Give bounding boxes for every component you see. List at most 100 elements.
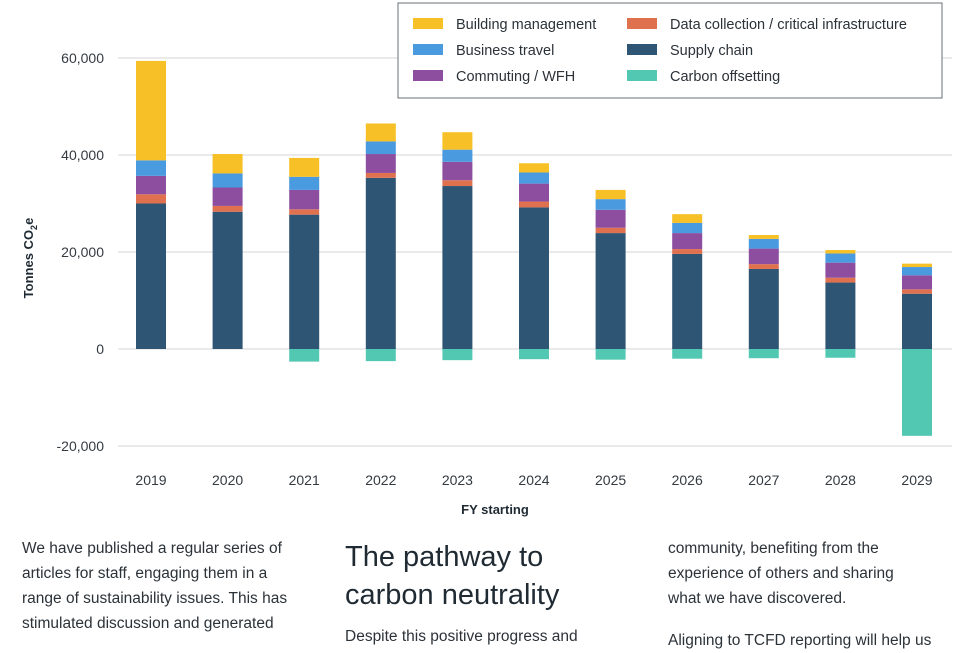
- bar-segment: [748, 238, 779, 249]
- text-line: Aligning to TCFD reporting will help us: [668, 632, 932, 649]
- bar-segment: [289, 189, 320, 210]
- bar-segment: [519, 183, 549, 202]
- col3-next-paragraph: Aligning to TCFD reporting will help us: [668, 628, 960, 653]
- x-tick-label: 2025: [595, 472, 626, 488]
- bar-segment: [289, 176, 320, 190]
- text-line: stimulated discussion and generated: [22, 615, 274, 632]
- text-column-2: The pathway to carbon neutrality Despite …: [345, 538, 645, 649]
- bar-segment: [442, 161, 473, 181]
- bar-segment: [825, 282, 856, 349]
- bar-segment: [136, 175, 166, 195]
- bar-segment: [212, 173, 243, 188]
- legend-swatch: [413, 70, 443, 81]
- bar-segment: [212, 154, 243, 174]
- bar-segment: [136, 160, 166, 176]
- x-axis-title: FY starting: [461, 502, 529, 517]
- bar-segment: [825, 277, 856, 283]
- bar-segment: [289, 349, 320, 362]
- bar-segment: [442, 180, 473, 187]
- y-tick-label: 20,000: [61, 244, 104, 260]
- legend-label: Supply chain: [670, 43, 753, 59]
- bar-segment: [902, 349, 932, 436]
- bar-segment: [672, 253, 703, 349]
- x-tick-label: 2019: [135, 472, 166, 488]
- bar-segment: [136, 203, 166, 349]
- legend-swatch: [627, 70, 657, 81]
- bar-segment: [365, 123, 396, 142]
- bar-segment: [595, 209, 626, 228]
- bar-segment: [442, 149, 473, 162]
- bar-segment: [748, 235, 779, 239]
- bar-segment: [748, 248, 779, 265]
- legend-label: Data collection / critical infrastructur…: [670, 17, 907, 33]
- text-line: experience of others and sharing: [668, 565, 894, 582]
- text-line: range of sustainability issues. This has: [22, 590, 288, 607]
- y-tick-label: 40,000: [61, 147, 104, 163]
- bar-segment: [519, 207, 549, 349]
- bar-segment: [519, 163, 549, 173]
- bar-segment: [902, 293, 932, 349]
- legend: Building management Data collection / cri…: [397, 2, 943, 99]
- bars: [136, 60, 932, 436]
- bar-segment: [595, 349, 626, 360]
- bar-segment: [902, 275, 932, 290]
- bar-segment: [825, 253, 856, 263]
- y-tick-label: -20,000: [57, 438, 105, 454]
- bar-segment: [902, 289, 932, 294]
- text-line: what we have discovered.: [668, 590, 847, 607]
- bar-segment: [902, 263, 932, 268]
- legend-swatch: [413, 18, 443, 29]
- bar-segment: [136, 60, 166, 161]
- bar-segment: [442, 186, 473, 349]
- x-tick-label: 2024: [518, 472, 549, 488]
- bar-segment: [289, 209, 320, 215]
- text-line: community, benefiting from the: [668, 540, 879, 557]
- bar-segment: [672, 249, 703, 254]
- y-axis-title-main: Tonnes CO: [21, 230, 36, 298]
- y-axis-ticks: 60,000 40,000 20,000 0 -20,000: [57, 50, 105, 454]
- bar-segment: [365, 141, 396, 155]
- bar-segment: [365, 349, 396, 362]
- col1-paragraph: We have published a regular series of art…: [22, 536, 322, 636]
- bar-segment: [212, 211, 243, 349]
- y-tick-label: 60,000: [61, 50, 104, 66]
- bar-segment: [748, 268, 779, 349]
- x-tick-label: 2021: [289, 472, 320, 488]
- text-line: We have published a regular series of: [22, 540, 282, 557]
- x-tick-label: 2026: [672, 472, 703, 488]
- text-column-3: community, benefiting from the experience…: [668, 536, 960, 653]
- section-heading: The pathway to carbon neutrality: [345, 538, 645, 614]
- bar-segment: [365, 177, 396, 349]
- bar-segment: [595, 233, 626, 349]
- x-tick-label: 2023: [442, 472, 473, 488]
- x-tick-label: 2022: [365, 472, 396, 488]
- bar-segment: [902, 267, 932, 276]
- bar-segment: [365, 172, 396, 178]
- heading-line: The pathway to: [345, 541, 544, 573]
- bar-segment: [825, 250, 856, 254]
- legend-box: [397, 2, 943, 99]
- y-axis-title-tail: e: [21, 218, 36, 225]
- x-tick-label: 2028: [825, 472, 856, 488]
- col3-paragraph: community, benefiting from the experience…: [668, 536, 960, 611]
- bar-segment: [365, 154, 396, 173]
- bar-segment: [672, 214, 703, 223]
- bar-segment: [595, 227, 626, 234]
- bar-segment: [672, 233, 703, 250]
- heading-line: carbon neutrality: [345, 579, 560, 611]
- bar-segment: [748, 264, 779, 269]
- y-axis-title: Tonnes CO2e: [21, 218, 39, 299]
- text-column-1: We have published a regular series of art…: [22, 536, 322, 636]
- bar-segment: [519, 349, 549, 360]
- bar-segment: [672, 222, 703, 234]
- x-axis-ticks: 2019 2020 2021 2022 2023 2024 2025 2026 2027 2028…: [135, 472, 932, 488]
- bar-segment: [595, 199, 626, 210]
- bar-segment: [442, 349, 473, 361]
- bar-segment: [442, 132, 473, 150]
- x-tick-label: 2027: [748, 472, 779, 488]
- bar-segment: [672, 349, 703, 359]
- text-line: articles for staff, engaging them in a: [22, 565, 268, 582]
- y-axis-title-subscript: 2: [29, 225, 39, 230]
- bar-segment: [825, 349, 856, 358]
